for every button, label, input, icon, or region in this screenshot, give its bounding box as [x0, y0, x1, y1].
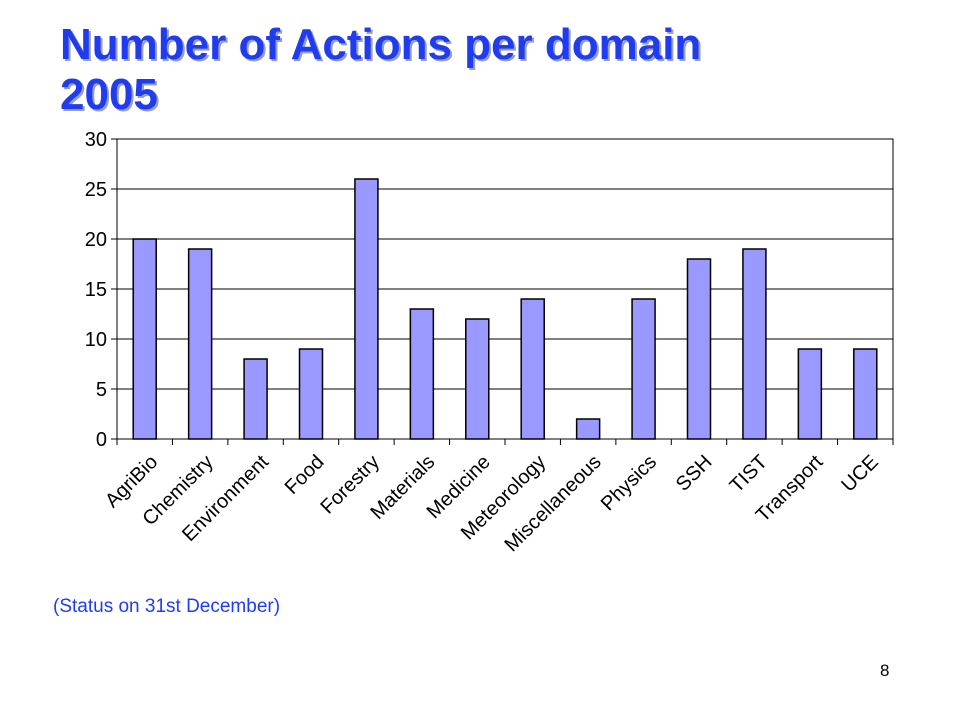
bar-chemistry: [187, 248, 213, 440]
x-tick-label: Food: [281, 451, 329, 499]
y-tick-label: 25: [85, 179, 107, 201]
title-line-2: 2005: [60, 70, 158, 119]
bar-environment: [243, 358, 268, 440]
bar-meteorology: [520, 298, 545, 440]
x-tick-label: Physics: [597, 451, 661, 515]
y-tick-label: 30: [85, 129, 107, 151]
bar-miscellaneous: [575, 418, 601, 440]
x-tick-label: SSH: [672, 451, 717, 496]
bar-uce: [853, 348, 878, 440]
bar-transport: [797, 348, 823, 440]
y-tick-label: 0: [96, 429, 107, 451]
axes: [111, 138, 894, 445]
y-tick-label: 10: [85, 329, 107, 351]
bar-medicine: [465, 318, 490, 440]
y-tick-labels: 0 5 10 15 20 25 30: [85, 129, 107, 451]
bars: [132, 178, 878, 440]
slide-title: Number of Actions per domain 2005: [60, 20, 701, 120]
status-note: (Status on 31st December): [53, 596, 281, 617]
bar-ssh: [686, 258, 712, 440]
bar-tist: [742, 248, 767, 440]
y-tick-label: 20: [85, 229, 107, 251]
bar-forestry: [354, 178, 379, 440]
page-number: 8: [880, 661, 890, 680]
bar-materials: [409, 308, 435, 440]
bar-chart: 0 5 10 15 20 25 30 AgriBioChemistryEnvironment…: [85, 129, 894, 556]
y-tick-label: 15: [85, 279, 107, 301]
x-tick-label: UCE: [837, 451, 882, 496]
title-line-1: Number of Actions per domain: [60, 20, 702, 69]
bar-agribio: [132, 238, 157, 440]
x-tick-label: TIST: [726, 451, 772, 497]
y-tick-label: 5: [96, 379, 107, 401]
x-tick-label: Miscellaneous: [501, 451, 606, 556]
bar-food: [298, 348, 324, 440]
gridlines: [117, 138, 893, 390]
bar-physics: [631, 298, 656, 440]
